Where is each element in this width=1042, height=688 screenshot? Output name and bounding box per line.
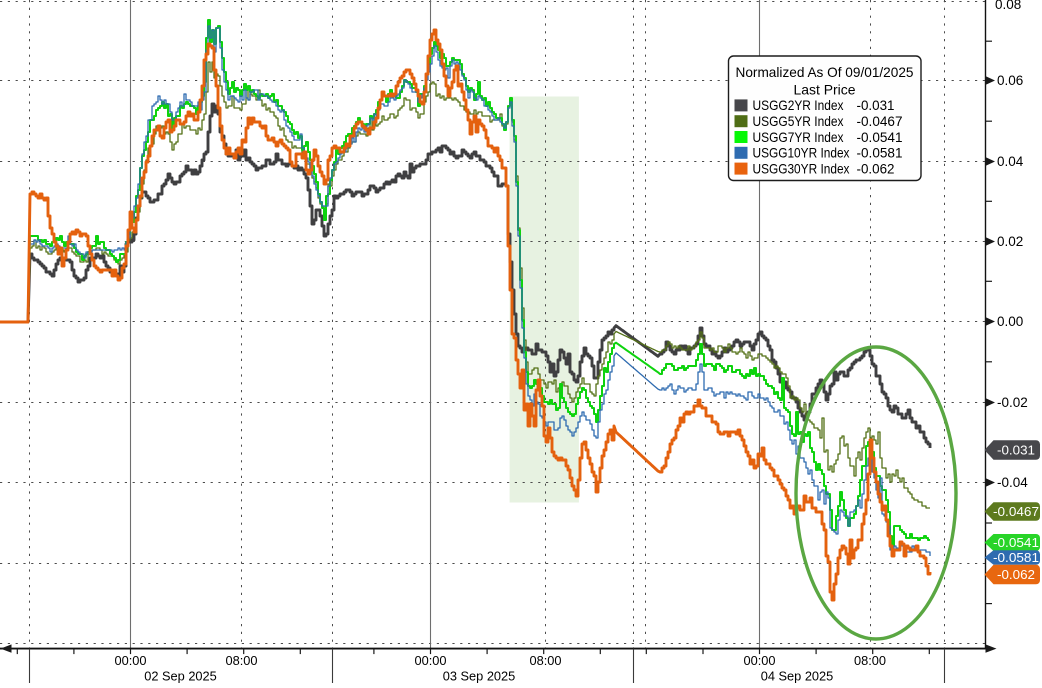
- svg-text:-0.0467: -0.0467: [857, 113, 903, 129]
- svg-text:08:00: 08:00: [529, 653, 561, 668]
- svg-text:0.08: 0.08: [995, 0, 1021, 12]
- svg-text:0.00: 0.00: [997, 314, 1023, 329]
- svg-text:Normalized As Of 09/01/2025: Normalized As Of 09/01/2025: [736, 64, 914, 80]
- svg-text:-0.0581: -0.0581: [857, 145, 903, 161]
- svg-text:-0.0541: -0.0541: [857, 129, 903, 145]
- svg-text:-0.0581: -0.0581: [993, 550, 1039, 565]
- svg-text:08:00: 08:00: [225, 653, 257, 668]
- svg-text:USGG2YR Index: USGG2YR Index: [753, 97, 844, 113]
- svg-text:00:00: 00:00: [743, 653, 775, 668]
- svg-text:-0.031: -0.031: [997, 443, 1035, 458]
- svg-text:-0.04: -0.04: [997, 475, 1028, 490]
- svg-text:-0.0467: -0.0467: [993, 504, 1039, 519]
- svg-text:02 Sep 2025: 02 Sep 2025: [144, 669, 217, 684]
- svg-text:USGG5YR Index: USGG5YR Index: [753, 113, 844, 129]
- svg-text:Last Price: Last Price: [794, 81, 856, 97]
- svg-text:08:00: 08:00: [854, 653, 886, 668]
- svg-text:04 Sep 2025: 04 Sep 2025: [761, 669, 834, 684]
- svg-text:0.06: 0.06: [997, 73, 1023, 88]
- svg-text:03 Sep 2025: 03 Sep 2025: [443, 669, 516, 684]
- svg-text:-0.0541: -0.0541: [993, 535, 1039, 550]
- svg-text:0.04: 0.04: [997, 154, 1024, 169]
- svg-text:0.02: 0.02: [997, 234, 1023, 249]
- svg-text:USGG10YR Index: USGG10YR Index: [753, 145, 850, 161]
- svg-text:-0.062: -0.062: [857, 160, 895, 176]
- svg-text:USGG30YR Index: USGG30YR Index: [753, 160, 850, 176]
- svg-text:-0.062: -0.062: [997, 567, 1035, 582]
- svg-text:00:00: 00:00: [414, 653, 446, 668]
- svg-text:-0.02: -0.02: [997, 395, 1028, 410]
- svg-text:00:00: 00:00: [114, 653, 146, 668]
- svg-text:USGG7YR Index: USGG7YR Index: [753, 129, 844, 145]
- svg-text:-0.031: -0.031: [857, 97, 895, 113]
